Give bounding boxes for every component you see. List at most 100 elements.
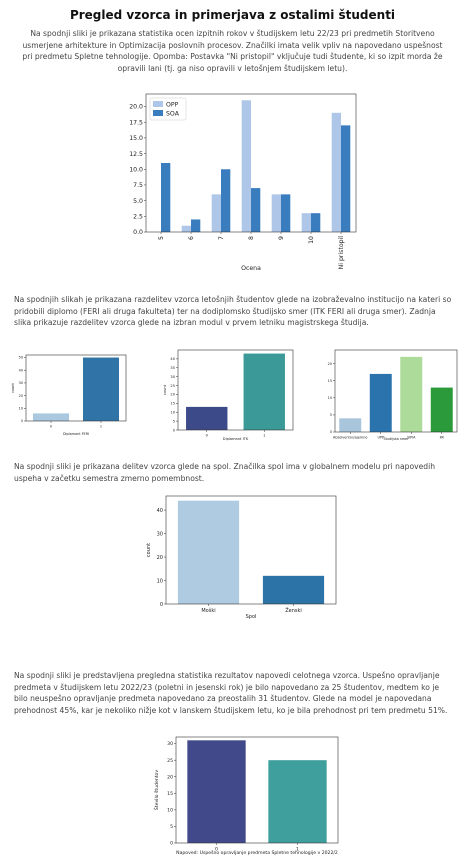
bar bbox=[181, 225, 191, 232]
bar bbox=[33, 413, 69, 421]
bar bbox=[311, 213, 321, 232]
y-tick-label: 25 bbox=[170, 384, 175, 388]
bar bbox=[271, 194, 281, 232]
legend-swatch bbox=[153, 101, 163, 107]
x-tick-label: 8 bbox=[248, 236, 255, 240]
y-tick-label: 15 bbox=[170, 402, 175, 406]
plot-frame bbox=[165, 495, 337, 605]
x-axis-label: Diplomant ITK bbox=[223, 437, 249, 441]
y-axis-label: count bbox=[163, 384, 167, 395]
grade-statistics-chart: 0.0 2.5 5.0 7.5 10.0 12.5 15.0 17.5 20.0 5 6 7 8 9 10 N… bbox=[129, 93, 357, 272]
diplomant-itk-chart: 0 5 10 15 20 25 30 35 40 0 1 Diplomant ITK count bbox=[163, 349, 294, 441]
y-tick-label: 40 bbox=[170, 357, 175, 361]
y-tick-label: 40 bbox=[19, 368, 23, 372]
distribution-paragraph: Na spodnjih slikah je prikazana razdelit… bbox=[14, 295, 452, 328]
bar bbox=[430, 387, 453, 432]
page-title: Pregled vzorca in primerjava z ostalimi … bbox=[69, 8, 396, 22]
legend-label: OPP bbox=[166, 102, 179, 109]
bar bbox=[187, 740, 246, 843]
plot-frame bbox=[25, 354, 127, 422]
bar bbox=[191, 219, 201, 232]
x-axis-label: Študijska smer bbox=[383, 436, 409, 441]
y-tick-label: 20 bbox=[157, 555, 163, 561]
y-tick-label: 20.0 bbox=[129, 104, 143, 111]
x-tick-label: 10 bbox=[308, 236, 315, 244]
x-tick-label: 1 bbox=[100, 424, 102, 428]
gender-chart: 0 10 20 30 40 Moški Ženski Spol count bbox=[146, 495, 337, 620]
bar bbox=[339, 418, 362, 432]
x-tick-label: 7 bbox=[218, 236, 225, 240]
x-tick-label: 9 bbox=[278, 236, 285, 240]
x-axis-label: Napoved: Uspešno opravljanje predmeta Sp… bbox=[176, 849, 338, 856]
y-tick-label: 0 bbox=[21, 419, 23, 423]
plot-frame bbox=[177, 349, 294, 431]
y-tick-label: 30 bbox=[157, 531, 163, 537]
x-axis-label: Ocena bbox=[241, 265, 261, 272]
y-tick-label: 25 bbox=[167, 758, 173, 764]
x-tick-label: UPP bbox=[377, 435, 384, 439]
y-tick-label: 30 bbox=[19, 381, 23, 385]
y-tick-label: 17.5 bbox=[129, 119, 143, 126]
y-tick-label: 10 bbox=[19, 406, 23, 410]
bar bbox=[262, 575, 325, 604]
bar bbox=[186, 406, 228, 430]
y-tick-label: 0.0 bbox=[133, 229, 143, 236]
y-axis-label: count bbox=[146, 543, 152, 557]
bar bbox=[400, 356, 423, 432]
y-tick-label: 10 bbox=[157, 578, 163, 584]
gender-paragraph: Na spodnji sliki je prikazana delitev vz… bbox=[14, 462, 436, 483]
y-tick-label: 30 bbox=[167, 741, 173, 747]
bar bbox=[211, 194, 221, 232]
x-axis-label: Spol bbox=[246, 614, 257, 620]
y-tick-label: 15 bbox=[167, 791, 173, 797]
bar bbox=[331, 112, 341, 232]
y-tick-label: 30 bbox=[170, 375, 175, 379]
y-tick-label: 15.0 bbox=[129, 135, 143, 142]
bar bbox=[301, 213, 311, 232]
study-module-chart: 0 5 10 15 20 Absolvent/vzajemno UPP SIPIA IIR Štu… bbox=[328, 349, 458, 441]
legend-swatch bbox=[153, 110, 163, 116]
diplomant-feri-chart: 0 10 20 30 40 50 0 1 Diplomant FERI count bbox=[11, 354, 127, 436]
bar bbox=[281, 194, 291, 232]
y-tick-label: 20 bbox=[170, 393, 175, 397]
x-tick-label: 1 bbox=[263, 434, 265, 438]
y-tick-label: 10 bbox=[167, 807, 173, 813]
bar bbox=[161, 163, 171, 232]
x-tick-label: Ženski bbox=[285, 606, 302, 614]
x-tick-label: 0 bbox=[206, 434, 209, 438]
plot-frame bbox=[334, 349, 458, 433]
y-tick-label: 50 bbox=[19, 356, 23, 360]
y-tick-label: 10 bbox=[170, 410, 175, 414]
y-tick-label: 10.0 bbox=[129, 166, 143, 173]
bar bbox=[268, 760, 327, 843]
x-tick-label: Absolvent/vzajemno bbox=[333, 435, 367, 439]
y-tick-label: 0 bbox=[173, 428, 176, 432]
x-tick-label: 5 bbox=[158, 236, 165, 240]
x-tick-label: 6 bbox=[188, 236, 195, 240]
x-tick-label: 0 bbox=[215, 847, 218, 853]
y-tick-label: 12.5 bbox=[129, 151, 143, 158]
y-axis-label: count bbox=[11, 383, 15, 393]
bar bbox=[369, 373, 392, 432]
plot-frame bbox=[175, 736, 339, 844]
y-tick-label: 10 bbox=[328, 396, 332, 400]
bar bbox=[83, 357, 119, 421]
x-tick-label: Ni pristopil bbox=[338, 236, 345, 270]
y-tick-label: 0 bbox=[160, 602, 163, 608]
y-tick-label: 20 bbox=[19, 394, 23, 398]
y-tick-label: 7.5 bbox=[133, 182, 143, 189]
y-tick-label: 0 bbox=[170, 841, 173, 847]
y-tick-label: 5 bbox=[170, 824, 173, 830]
y-tick-label: 15 bbox=[328, 379, 332, 383]
x-tick-label: SIPIA bbox=[407, 435, 416, 439]
intro-paragraph: Na spodnji sliki je prikazana statistika… bbox=[22, 29, 443, 73]
y-tick-label: 40 bbox=[157, 508, 163, 514]
bar bbox=[221, 169, 231, 232]
bar bbox=[341, 125, 351, 232]
y-tick-label: 5 bbox=[173, 419, 175, 423]
bar bbox=[251, 188, 261, 232]
x-tick-label: 0 bbox=[50, 424, 52, 428]
y-tick-label: 2.5 bbox=[133, 213, 143, 220]
x-tick-label: 1 bbox=[296, 847, 299, 853]
